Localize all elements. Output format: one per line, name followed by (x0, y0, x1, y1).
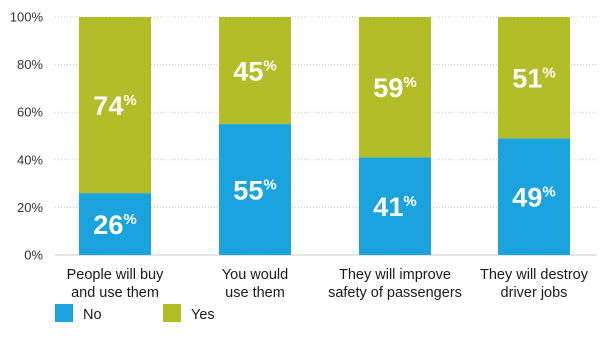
data-label-value: 74 (93, 91, 123, 121)
data-label-no-2: 41% (373, 192, 416, 222)
bars (79, 17, 570, 255)
y-axis-tick-labels: 0% 20% 40% 60% 80% 100% (10, 10, 44, 263)
bar-yes-3 (498, 17, 570, 139)
category-label-3: They will destroy (480, 267, 589, 283)
y-tick-label: 40% (17, 152, 43, 167)
data-label-no-3: 49% (512, 183, 555, 213)
data-label-yes-3: 51% (512, 64, 555, 94)
data-label-unit: % (123, 92, 136, 109)
data-label-unit: % (403, 193, 416, 210)
legend-swatch-yes (163, 304, 181, 322)
data-label-value: 59 (373, 73, 403, 103)
bar-yes-1 (219, 17, 291, 125)
legend-label-yes: Yes (191, 307, 215, 323)
data-label-yes-1: 45% (233, 57, 276, 87)
data-label-unit: % (263, 58, 276, 75)
bar-yes-0 (79, 17, 151, 194)
data-label-yes-0: 74% (93, 91, 136, 121)
category-label-0: and use them (71, 285, 159, 301)
data-label-unit: % (403, 74, 416, 91)
x-axis-category-labels: People will buy and use them You would use … (67, 267, 589, 301)
data-label-yes-2: 59% (373, 73, 416, 103)
data-label-no-0: 26% (93, 210, 136, 240)
y-tick-label: 100% (10, 10, 44, 25)
bar-no-3 (498, 138, 570, 255)
data-label-value: 45 (233, 57, 263, 87)
category-label-2: They will improve (339, 267, 451, 283)
data-label-value: 41 (373, 192, 403, 222)
bar-no-1 (219, 124, 291, 255)
data-label-value: 51 (512, 64, 542, 94)
y-tick-label: 60% (17, 105, 43, 120)
category-label-2: safety of passengers (328, 285, 462, 301)
data-label-unit: % (263, 177, 276, 194)
data-label-no-1: 55% (233, 176, 276, 206)
data-label-value: 26 (93, 210, 123, 240)
data-label-value: 49 (512, 183, 542, 213)
y-tick-label: 80% (17, 57, 43, 72)
category-label-1: use them (225, 285, 285, 301)
bar-no-0 (79, 193, 151, 255)
data-label-value: 55 (233, 176, 263, 206)
legend-swatch-no (55, 304, 73, 322)
legend: No Yes (55, 304, 215, 323)
data-label-unit: % (542, 184, 555, 201)
category-label-0: People will buy (67, 267, 164, 283)
data-labels: 26%74%55%45%41%59%49%51% (93, 57, 555, 241)
legend-label-no: No (83, 307, 102, 323)
category-label-3: driver jobs (501, 285, 568, 301)
bar-yes-2 (359, 17, 431, 158)
data-label-unit: % (123, 211, 136, 228)
y-tick-label: 20% (17, 200, 43, 215)
category-label-1: You would (222, 267, 288, 283)
y-tick-label: 0% (24, 248, 43, 263)
data-label-unit: % (542, 65, 555, 82)
bar-no-2 (359, 157, 431, 255)
